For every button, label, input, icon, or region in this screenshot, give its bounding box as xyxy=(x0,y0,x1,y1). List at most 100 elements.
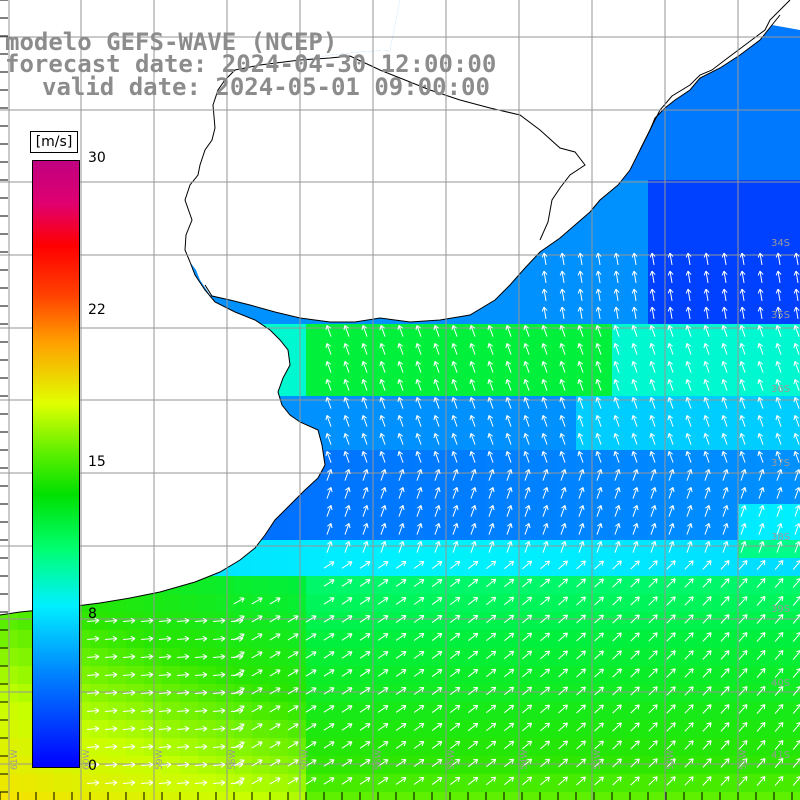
field-cell xyxy=(738,702,756,720)
wind-arrow xyxy=(578,522,585,535)
field-cell xyxy=(630,270,648,288)
field-cell xyxy=(720,774,738,792)
field-cell xyxy=(342,684,360,702)
wind-arrow xyxy=(774,649,784,660)
field-cell xyxy=(450,684,468,702)
field-cell xyxy=(738,144,756,162)
field-cell xyxy=(738,684,756,702)
wind-arrow xyxy=(612,632,622,642)
wind-arrow xyxy=(251,597,263,605)
wind-arrow xyxy=(325,414,332,427)
field-cell xyxy=(504,288,522,306)
wind-arrow xyxy=(666,560,676,570)
wind-arrow xyxy=(251,633,263,641)
wind-arrow xyxy=(176,671,190,678)
wind-arrow xyxy=(379,450,386,463)
field-cell xyxy=(540,540,558,558)
field-cell xyxy=(414,648,432,666)
wind-arrow xyxy=(523,432,530,445)
wind-arrow xyxy=(176,653,190,660)
wind-arrow xyxy=(361,342,368,355)
wind-arrow xyxy=(416,486,423,499)
wind-arrow xyxy=(230,707,244,714)
wind-arrow xyxy=(104,707,118,714)
field-cell xyxy=(666,126,684,144)
field-cell xyxy=(792,432,800,450)
field-cell xyxy=(486,774,504,792)
field-cell xyxy=(306,594,324,612)
wind-arrow xyxy=(325,360,332,373)
field-cell xyxy=(90,792,108,800)
wind-arrow xyxy=(504,578,515,588)
wind-arrow xyxy=(467,758,479,768)
wind-arrow xyxy=(504,560,515,570)
wind-arrow xyxy=(632,486,639,499)
field-cell xyxy=(684,216,702,234)
wind-arrow xyxy=(774,595,784,606)
wind-arrow xyxy=(702,740,712,750)
wind-arrow xyxy=(361,450,368,463)
field-cell xyxy=(558,504,576,522)
wind-arrow xyxy=(703,342,710,355)
wind-arrow xyxy=(377,651,389,659)
field-cell xyxy=(774,216,792,234)
field-cell xyxy=(774,234,792,252)
wind-arrow xyxy=(594,614,604,624)
wind-arrow xyxy=(505,450,512,463)
field-cell xyxy=(540,774,558,792)
wind-arrow xyxy=(630,650,640,660)
wind-arrow xyxy=(667,432,674,445)
field-cell xyxy=(450,468,468,486)
wind-arrow xyxy=(287,651,299,659)
field-cell xyxy=(522,306,540,324)
field-cell xyxy=(756,486,774,504)
field-cell xyxy=(666,216,684,234)
wind-arrow xyxy=(595,360,602,373)
wind-arrow xyxy=(415,324,422,337)
field-cell xyxy=(378,504,396,522)
field-cell xyxy=(414,522,432,540)
wind-arrow xyxy=(558,560,568,570)
wind-arrow xyxy=(540,614,551,624)
wind-arrow xyxy=(341,723,353,731)
field-cell xyxy=(486,756,504,774)
field-cell xyxy=(252,738,270,756)
wind-arrow xyxy=(702,686,712,696)
field-cell xyxy=(450,774,468,792)
field-cell xyxy=(756,54,774,72)
wind-arrow xyxy=(362,540,369,553)
wind-arrow xyxy=(485,686,497,696)
field-cell xyxy=(666,630,684,648)
wind-arrow xyxy=(630,704,640,714)
wind-arrow xyxy=(341,651,353,659)
wind-arrow xyxy=(305,741,317,749)
field-cell xyxy=(612,198,630,216)
wind-arrow xyxy=(431,632,443,641)
wind-arrow xyxy=(540,596,551,606)
wind-arrow xyxy=(431,704,443,713)
field-cell xyxy=(396,756,414,774)
wind-arrow xyxy=(323,597,335,605)
field-cell xyxy=(306,756,324,774)
wind-arrow xyxy=(650,540,657,553)
wind-arrow xyxy=(395,777,407,785)
wind-arrow xyxy=(576,740,586,750)
field-cell xyxy=(738,666,756,684)
wind-arrow xyxy=(470,486,477,499)
field-cell xyxy=(432,792,450,800)
field-cell xyxy=(612,612,630,630)
field-cell xyxy=(774,648,792,666)
wind-arrow xyxy=(323,669,335,677)
field-cell xyxy=(18,756,36,774)
wind-arrow xyxy=(540,668,551,678)
lat-label: 41S xyxy=(771,750,790,761)
field-cell xyxy=(702,216,720,234)
field-cell xyxy=(324,702,342,720)
wind-arrow xyxy=(449,668,461,678)
field-cell xyxy=(522,720,540,738)
field-cell xyxy=(486,504,504,522)
field-cell xyxy=(612,720,630,738)
wind-arrow xyxy=(341,597,353,605)
field-cell xyxy=(702,306,720,324)
wind-arrow xyxy=(739,288,746,301)
